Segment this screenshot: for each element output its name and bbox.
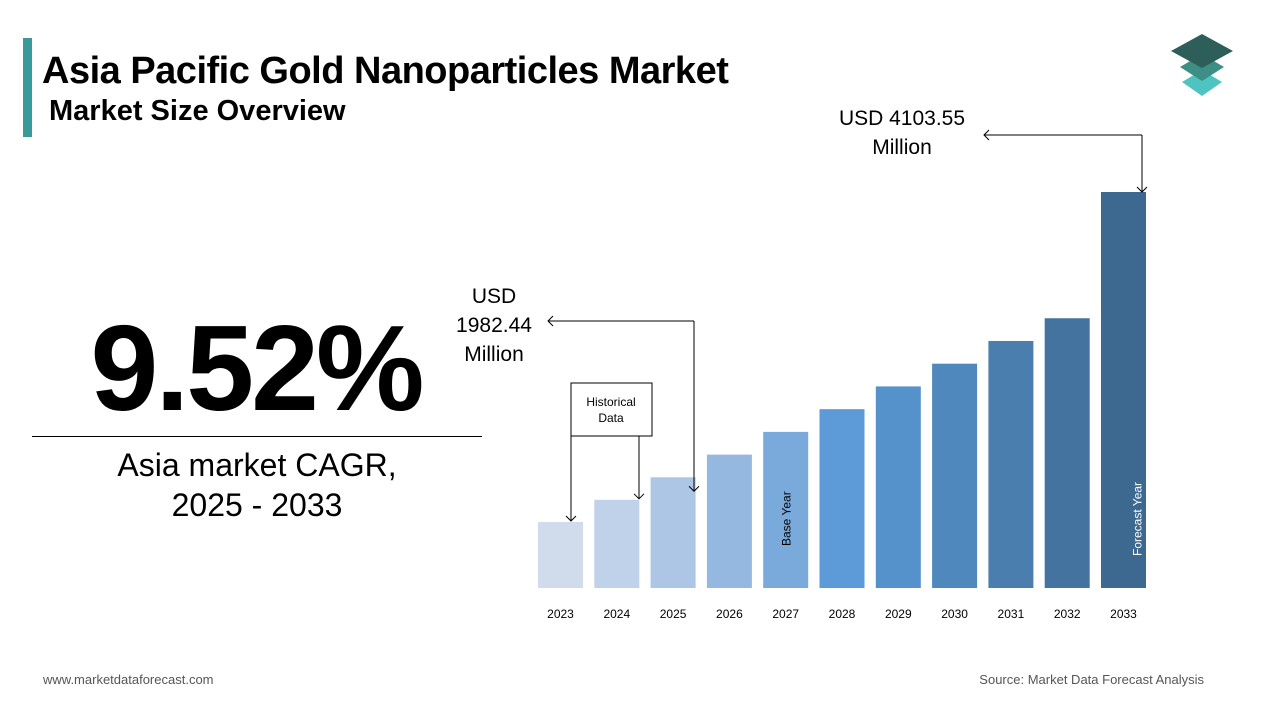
historical-data-label: Data [598, 411, 624, 425]
bar-2032 [1044, 318, 1090, 588]
end-value-arrowhead-bar [1136, 186, 1148, 193]
source-note: Source: Market Data Forecast Analysis [979, 672, 1204, 687]
cagr-label-line1: Asia market CAGR, [117, 447, 397, 483]
tick-label-2026: 2026 [716, 607, 743, 621]
tick-label-2027: 2027 [772, 607, 799, 621]
cagr-divider [32, 436, 482, 437]
cagr-label: Asia market CAGR, 2025 - 2033 [32, 445, 482, 525]
bar-2024 [594, 499, 640, 588]
title-accent-bar [23, 38, 32, 137]
cagr-value: 9.52% [90, 300, 425, 436]
page-subtitle: Market Size Overview [49, 95, 346, 127]
tick-label-2032: 2032 [1054, 607, 1081, 621]
historical-arrowhead-2024 [633, 493, 645, 500]
cagr-label-line2: 2025 - 2033 [171, 487, 343, 523]
historical-data-box [570, 382, 653, 437]
bar-2028 [819, 409, 865, 588]
tick-label-2023: 2023 [547, 607, 574, 621]
tick-label-2024: 2024 [603, 607, 630, 621]
bar-2025 [650, 477, 696, 588]
tick-label-2033: 2033 [1110, 607, 1137, 621]
bar-2023 [538, 522, 583, 588]
bar-2026 [706, 454, 752, 588]
historical-data-label: Historical [586, 395, 635, 409]
inner-label-forecast-year: Forecast Year [1131, 482, 1145, 556]
website-url: www.marketdataforecast.com [43, 672, 214, 687]
end-value-arrowhead-label [983, 129, 990, 141]
inner-label-base-year: Base Year [780, 491, 794, 546]
bar-2030 [932, 363, 978, 588]
tick-label-2029: 2029 [885, 607, 912, 621]
bar-2029 [875, 386, 921, 588]
tick-label-2031: 2031 [998, 607, 1025, 621]
start-value-arrowhead-bar [688, 485, 700, 492]
tick-label-2030: 2030 [941, 607, 968, 621]
tick-label-2028: 2028 [829, 607, 856, 621]
bar-2033 [1101, 192, 1146, 588]
start-value-callout: USD 1982.44 Million [456, 285, 532, 366]
historical-arrowhead-2023 [565, 515, 577, 522]
stacked-layers-icon [1166, 30, 1238, 105]
end-value-callout: USD 4103.55 Million [838, 107, 966, 159]
bar-2031 [988, 340, 1034, 588]
page-title: Asia Pacific Gold Nanoparticles Market [42, 50, 729, 92]
tick-label-2025: 2025 [660, 607, 687, 621]
start-value-arrowhead-label [547, 315, 554, 327]
bar-2027 [763, 431, 809, 588]
